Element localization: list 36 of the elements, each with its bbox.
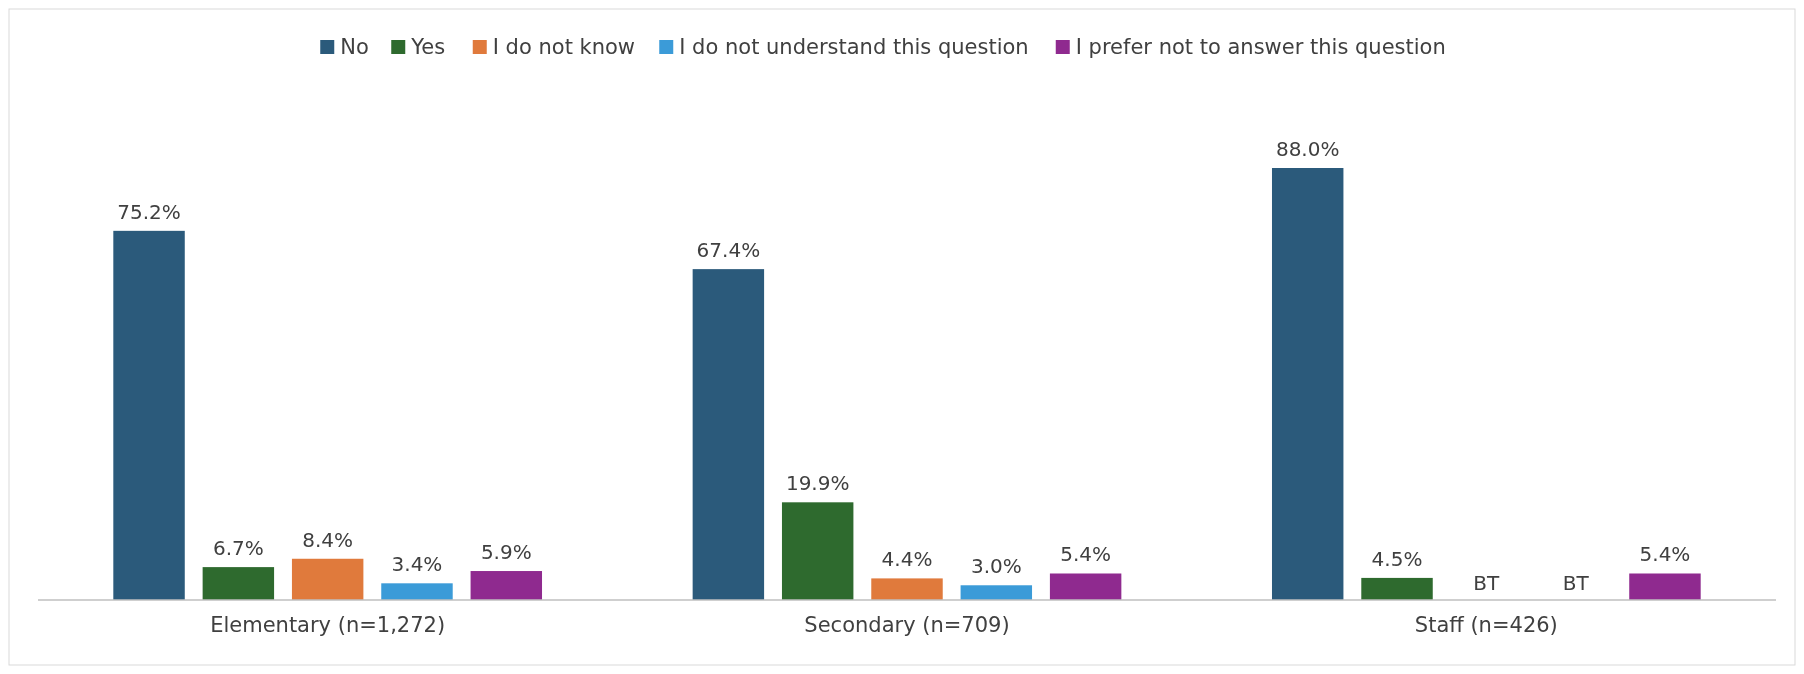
data-label: 3.4% [391,552,443,577]
data-label: 19.9% [785,471,850,496]
legend-label: Yes [410,35,446,59]
legend-label: I do not know [492,35,636,59]
legend-label: I prefer not to answer this question [1075,35,1446,59]
legend-label: I do not understand this question [679,35,1029,59]
data-label: 6.7% [212,536,264,561]
data-label: 5.9% [480,540,532,565]
data-label: 5.4% [1060,542,1112,567]
data-label: 4.5% [1371,546,1423,571]
x-tick-label: Staff (n=426) [1414,613,1558,637]
bar [381,583,453,600]
bar [871,578,943,600]
bar [1361,577,1433,600]
data-label: 3.0% [970,554,1022,579]
bar [113,230,185,600]
data-label: 8.4% [302,527,354,552]
x-tick-label: Secondary (n=709) [804,613,1010,637]
data-label: 67.4% [696,238,761,263]
legend-label: No [340,35,369,59]
data-label: 88.0% [1275,137,1340,161]
bar [1049,573,1122,600]
text: BT [1562,571,1589,595]
bar [202,567,275,600]
data-label: 75.2% [117,199,181,224]
bar [781,502,854,600]
bar [1629,573,1701,600]
bar [470,571,543,600]
bar [1271,168,1344,600]
text: BT [1473,571,1500,595]
data-label: 5.4% [1639,542,1691,567]
bar [692,269,765,600]
bar [291,558,364,600]
data-label: 4.4% [881,547,933,572]
x-tick-label: Elementary (n=1,272) [210,613,446,637]
bar [960,585,1033,600]
